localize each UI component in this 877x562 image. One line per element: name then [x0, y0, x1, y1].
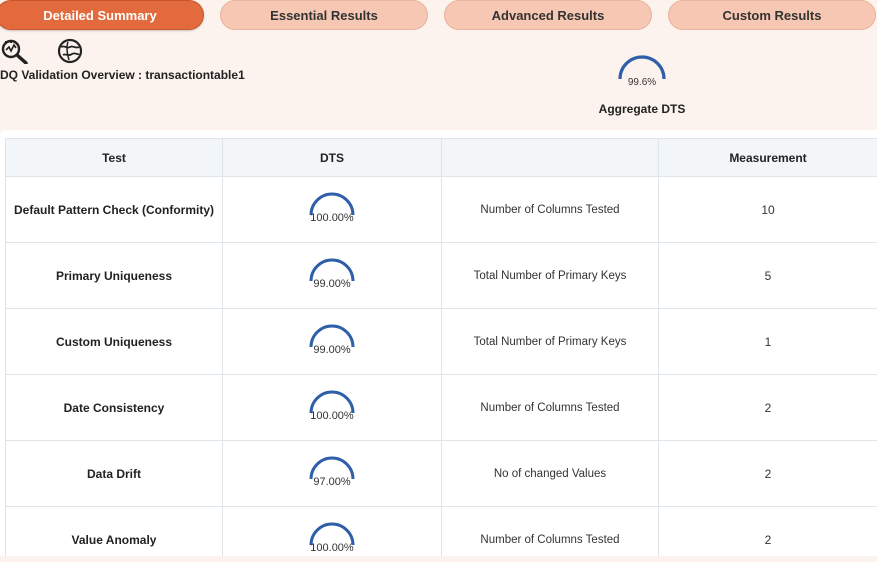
- dts-value: 100.00%: [310, 541, 354, 554]
- dts-cell: 100.00%: [222, 176, 442, 243]
- test-name: Custom Uniqueness: [5, 308, 223, 375]
- tab-bar: Detailed Summary Essential Results Advan…: [0, 0, 877, 32]
- search-analytics-icon[interactable]: [0, 38, 30, 69]
- dts-value: 99.00%: [313, 277, 351, 290]
- dts-cell: 100.00%: [222, 374, 442, 441]
- dts-cell: 97.00%: [222, 440, 442, 507]
- table-row: Value Anomaly 100.00% Number of Columns …: [5, 506, 877, 556]
- table-row: Default Pattern Check (Conformity) 100.0…: [5, 176, 877, 243]
- globe-icon[interactable]: [55, 38, 85, 69]
- aggregate-dts-widget: 99.6% Aggregate DTS: [590, 55, 694, 119]
- dts-gauge: [309, 522, 355, 545]
- header-test: Test: [5, 138, 223, 177]
- dts-gauge: [309, 258, 355, 281]
- metric-label: Number of Columns Tested: [441, 506, 659, 556]
- measurement-value: 2: [658, 506, 877, 556]
- table-header-row: Test DTS Measurement: [5, 138, 877, 177]
- overview-title: DQ Validation Overview : transactiontabl…: [0, 68, 245, 82]
- test-name: Primary Uniqueness: [5, 242, 223, 309]
- metric-label: Total Number of Primary Keys: [441, 308, 659, 375]
- measurement-value: 10: [658, 176, 877, 243]
- test-name: Data Drift: [5, 440, 223, 507]
- dts-gauge: [309, 192, 355, 215]
- results-table: Test DTS Measurement Default Pattern Che…: [5, 138, 877, 556]
- dts-gauge: [309, 456, 355, 479]
- header-dts: DTS: [222, 138, 442, 177]
- tab-advanced-results[interactable]: Advanced Results: [444, 0, 652, 30]
- metric-label: Number of Columns Tested: [441, 374, 659, 441]
- header-measurement: Measurement: [658, 138, 877, 177]
- dts-gauge: [309, 324, 355, 347]
- metric-label: Total Number of Primary Keys: [441, 242, 659, 309]
- dts-gauge: [309, 390, 355, 413]
- tab-detailed-summary[interactable]: Detailed Summary: [0, 0, 204, 30]
- dts-value: 100.00%: [310, 409, 354, 422]
- aggregate-value: 99.6%: [627, 77, 657, 88]
- test-name: Default Pattern Check (Conformity): [5, 176, 223, 243]
- header-metric: [441, 138, 659, 177]
- toolbar: [0, 38, 120, 66]
- results-panel: Test DTS Measurement Default Pattern Che…: [0, 130, 877, 556]
- measurement-value: 1: [658, 308, 877, 375]
- test-name: Value Anomaly: [5, 506, 223, 556]
- dts-cell: 100.00%: [222, 506, 442, 556]
- measurement-value: 5: [658, 242, 877, 309]
- aggregate-label: Aggregate DTS: [598, 102, 686, 116]
- measurement-value: 2: [658, 374, 877, 441]
- dts-cell: 99.00%: [222, 308, 442, 375]
- dts-cell: 99.00%: [222, 242, 442, 309]
- table-row: Custom Uniqueness 99.00% Total Number of…: [5, 308, 877, 375]
- tab-custom-results[interactable]: Custom Results: [668, 0, 876, 30]
- measurement-value: 2: [658, 440, 877, 507]
- metric-label: Number of Columns Tested: [441, 176, 659, 243]
- dts-value: 99.00%: [313, 343, 351, 356]
- aggregate-gauge: [618, 55, 666, 80]
- table-row: Date Consistency 100.00% Number of Colum…: [5, 374, 877, 441]
- dts-value: 97.00%: [313, 475, 351, 488]
- dts-value: 100.00%: [310, 211, 354, 224]
- table-row: Data Drift 97.00% No of changed Values 2: [5, 440, 877, 507]
- tab-essential-results[interactable]: Essential Results: [220, 0, 428, 30]
- metric-label: No of changed Values: [441, 440, 659, 507]
- table-row: Primary Uniqueness 99.00% Total Number o…: [5, 242, 877, 309]
- test-name: Date Consistency: [5, 374, 223, 441]
